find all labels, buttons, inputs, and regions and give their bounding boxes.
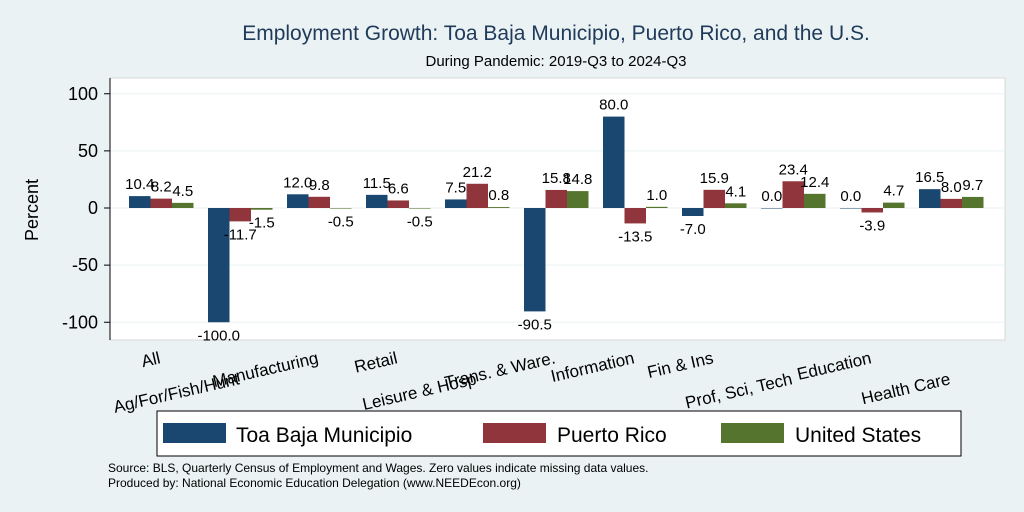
data-label: 1.0	[646, 187, 667, 204]
data-label: 15.8	[542, 170, 571, 187]
data-label: -90.5	[518, 316, 552, 333]
data-label: 6.6	[388, 180, 409, 197]
legend-swatch-toa-baja	[163, 423, 226, 443]
data-label: 4.5	[172, 183, 193, 200]
bar	[409, 208, 431, 209]
y-tick-label: 0	[88, 198, 98, 218]
bar	[761, 208, 783, 209]
source-note: Source: BLS, Quarterly Census of Employm…	[108, 461, 648, 475]
bar	[624, 208, 646, 224]
chart-subtitle: During Pandemic: 2019-Q3 to 2024-Q3	[426, 53, 687, 70]
data-label: -7.0	[680, 221, 706, 238]
bar	[646, 206, 668, 208]
data-label: 0.0	[840, 188, 861, 205]
data-label: 15.9	[700, 170, 729, 187]
legend-label-puerto-rico: Puerto Rico	[557, 424, 667, 447]
data-label: 12.0	[283, 174, 312, 191]
data-label: 9.8	[309, 177, 330, 194]
data-labels: 10.48.2 4.5 -100.0 -11.7-1.5 12.09.8 -0.5 11.5…	[125, 97, 983, 345]
data-label: 10.4	[125, 176, 154, 193]
data-label: -0.5	[328, 214, 354, 231]
data-label: -1.5	[249, 215, 275, 232]
data-label: -11.7	[224, 226, 257, 243]
bar	[725, 203, 747, 208]
data-label: 4.1	[725, 183, 746, 200]
data-label: 14.8	[563, 171, 592, 188]
bar	[466, 183, 488, 208]
bar	[804, 193, 826, 208]
bar	[919, 189, 941, 208]
data-label: 0.8	[488, 187, 509, 204]
bar	[330, 208, 352, 209]
bar	[445, 199, 467, 208]
data-label: 16.5	[915, 169, 944, 186]
bar	[940, 198, 962, 208]
data-label: 0.0	[761, 188, 782, 205]
y-axis-title: Percent	[22, 179, 42, 241]
legend-box	[156, 410, 962, 457]
data-label: 12.4	[800, 174, 829, 191]
data-label: 9.7	[962, 177, 983, 194]
y-tick-label: 50	[78, 141, 98, 161]
bar	[861, 208, 883, 213]
bar	[840, 208, 862, 209]
data-label: -3.9	[859, 217, 885, 234]
bar	[524, 208, 546, 312]
bar	[962, 196, 984, 208]
bars	[129, 116, 984, 323]
bar	[366, 194, 388, 208]
bar	[782, 181, 804, 208]
data-label: 11.5	[363, 175, 391, 192]
data-label: 21.2	[463, 164, 492, 181]
legend-label-toa-baja: Toa Baja Municipio	[236, 424, 412, 447]
data-label: 80.0	[599, 97, 628, 114]
legend: Toa Baja Municipio Puerto Rico United St…	[156, 410, 962, 457]
y-tick-label: 100	[68, 84, 98, 104]
bar	[172, 202, 194, 208]
bar	[229, 208, 251, 222]
bar	[488, 207, 510, 208]
bar	[545, 189, 567, 208]
data-label: -0.5	[407, 214, 433, 231]
data-label: 8.0	[941, 179, 962, 196]
bar	[308, 196, 330, 208]
data-label: 4.7	[883, 183, 904, 200]
bar	[567, 191, 589, 208]
producer-note: Produced by: National Economic Education…	[108, 476, 521, 490]
legend-label-united-states: United States	[795, 424, 921, 447]
bar	[682, 208, 704, 216]
data-label: -13.5	[618, 228, 652, 245]
bar	[208, 208, 230, 323]
data-label: -100.0	[197, 327, 240, 344]
y-tick-label: -100	[62, 312, 98, 332]
bar	[703, 189, 725, 208]
data-label: 7.5	[445, 179, 466, 196]
bar	[287, 194, 309, 208]
data-label: 23.4	[779, 161, 808, 178]
bar	[129, 196, 151, 208]
bar	[150, 198, 172, 208]
legend-swatch-puerto-rico	[483, 423, 546, 443]
chart-title: Employment Growth: Toa Baja Municipio, P…	[242, 22, 870, 45]
y-axis: 100 50 0 -50 -100	[62, 78, 111, 340]
bar	[603, 116, 625, 208]
legend-swatch-united-states	[721, 423, 784, 443]
bar	[387, 200, 409, 208]
y-tick-label: -50	[72, 255, 98, 275]
bar	[883, 202, 905, 208]
data-label: 8.2	[151, 179, 172, 196]
x-category-label: All	[139, 348, 162, 371]
bar	[251, 208, 273, 210]
